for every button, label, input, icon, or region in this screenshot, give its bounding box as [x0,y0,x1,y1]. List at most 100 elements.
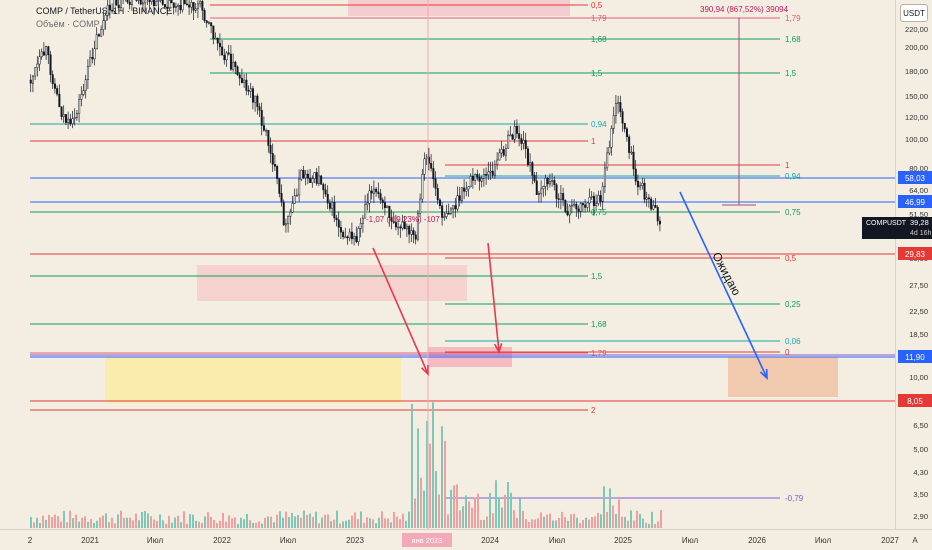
volume-bar [144,511,146,528]
candle-body [214,37,217,40]
volume-bar [573,513,575,528]
time-tick: 2025 [614,536,632,545]
candle-body [498,152,501,161]
volume-bar [645,522,647,528]
currency-button[interactable]: USDT [900,4,928,22]
volume-bar [189,514,191,528]
volume-bar [474,497,476,528]
volume-bar [306,514,308,528]
candle-body [454,205,457,210]
candle-body [287,215,290,225]
volume-bar [579,523,581,528]
volume-bar [33,522,35,528]
volume-bar [162,520,164,528]
volume-bar [492,513,494,528]
symbol-tag: COMPUSDT [866,220,907,227]
volume-bar [198,521,200,528]
candle-body [97,34,100,37]
volume-bar [375,523,377,528]
current-price-tag [862,217,932,239]
candle-body [260,110,263,126]
candle-body [278,178,281,194]
price-tick: 10,00 [909,373,928,382]
volume-bar [471,507,473,528]
candle-body [141,2,144,5]
candle-body [630,151,633,154]
candle-body [269,145,272,154]
candle-body [366,202,369,206]
time-tick: Июл [815,536,832,545]
candle-body [342,231,345,238]
volume-bar [432,402,434,528]
volume-bar [501,507,503,528]
candle-body [500,149,503,154]
volume-bar [285,511,287,528]
target-zone-orange[interactable] [728,357,838,397]
volume-bar [102,515,104,528]
fib-level-label: 1,79 [785,14,801,23]
volume-bar [648,523,650,528]
candle-body [174,6,177,8]
candle-body [546,177,549,185]
candle-body [298,178,301,196]
candle-body [540,188,543,194]
price-tick: 2,90 [913,512,928,521]
volume-bar [546,514,548,528]
red-arrow-left-head [420,364,429,376]
price-axis[interactable]: USDT [895,0,932,530]
supply-zone-top[interactable] [348,0,570,16]
candle-body [166,6,169,9]
fib-level-label: 1,68 [591,320,607,329]
volume-bar [372,519,374,528]
current-price: 39,28 [910,218,929,227]
volume-bar [654,523,656,528]
volume-bar [576,517,578,528]
time-tick: Июл [280,536,297,545]
support-zone-pink[interactable] [197,265,467,301]
candle-body [353,236,356,240]
price-label: 8,05 [907,397,923,406]
candle-body [126,0,129,3]
volume-bar [390,522,392,528]
candle-body [73,117,76,119]
volume-bar [72,518,74,528]
candle-body [64,114,67,123]
volume-bar [183,511,185,528]
volume-bar [468,501,470,528]
candle-body [238,74,241,79]
candle-body [245,79,248,91]
volume-bar [555,520,557,528]
candle-body [183,0,186,5]
candle-body [570,204,573,207]
candle-body [163,4,166,8]
volume-bar [657,521,659,528]
candle-body [267,129,270,146]
candle-body [421,174,424,200]
candle-body [357,228,360,242]
volume-bar [570,514,572,528]
candle-body [375,188,378,193]
volume-bar [87,521,89,528]
candle-body [306,173,309,179]
time-axis[interactable] [0,529,932,550]
volume-bar [147,513,149,528]
target-zone-yellow[interactable] [105,357,401,403]
volume-bar [621,516,623,528]
candle-body [271,153,274,165]
volume-bar [300,517,302,528]
candle-body [392,221,395,223]
candle-body [529,162,532,166]
candle-body [658,220,661,225]
candle-body [639,185,642,188]
candle-body [544,177,547,187]
candle-body [359,223,362,229]
volume-bar [156,520,158,528]
volume-bar [114,523,116,528]
volume-bar [447,514,449,528]
candle-body [29,79,32,84]
volume-bar [192,514,194,528]
volume-bar [129,517,131,528]
volume-bar [528,521,530,528]
volume-bar [627,520,629,528]
